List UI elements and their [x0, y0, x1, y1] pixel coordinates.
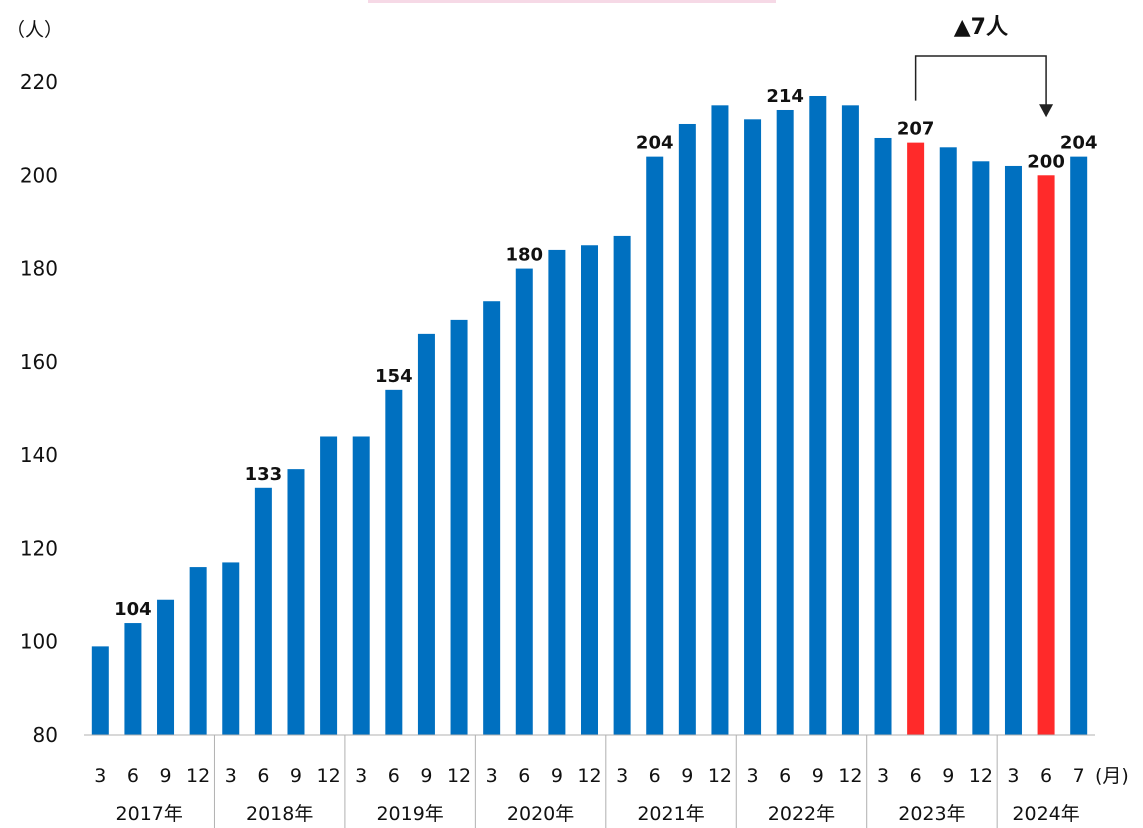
month-tick-label: 3: [1007, 765, 1019, 787]
bar-value-label: 104: [114, 599, 152, 620]
month-tick-label: 9: [420, 765, 432, 787]
month-tick-label: 12: [969, 765, 993, 787]
month-tick-label: 12: [317, 765, 341, 787]
bar: [809, 96, 826, 735]
month-tick-label: 12: [186, 765, 210, 787]
bar: [940, 147, 957, 735]
bar: [1070, 157, 1087, 735]
change-annotation-label: ▲7人: [954, 15, 1008, 40]
bar-value-label: 200: [1027, 151, 1065, 172]
y-tick-label: 100: [20, 630, 58, 654]
month-tick-label: 9: [551, 765, 563, 787]
bar: [516, 269, 533, 735]
bar: [646, 157, 663, 735]
bar: [287, 469, 304, 735]
month-tick-label: 3: [94, 765, 106, 787]
bar: [157, 600, 174, 735]
y-axis-ticks: 80 100 120 140 160 180 200 220: [20, 70, 58, 747]
bar: [255, 488, 272, 735]
bar: [418, 334, 435, 735]
bar: [451, 320, 468, 735]
bar-highlighted: [1038, 175, 1055, 735]
bar-value-label: 204: [1060, 133, 1098, 154]
year-label: 2017年: [116, 803, 183, 825]
bar-value-label: 180: [505, 245, 543, 266]
bar: [875, 138, 892, 735]
bar: [777, 110, 794, 735]
bar: [222, 562, 239, 735]
month-tick-label: 9: [681, 765, 693, 787]
bar: [483, 301, 500, 735]
month-tick-label: 6: [127, 765, 139, 787]
month-tick-label: 3: [616, 765, 628, 787]
month-tick-label: 6: [910, 765, 922, 787]
bar: [124, 623, 141, 735]
bar: [972, 161, 989, 735]
month-tick-label: 9: [812, 765, 824, 787]
y-tick-label: 220: [20, 70, 58, 94]
month-tick-label: 9: [290, 765, 302, 787]
month-tick-label: 12: [447, 765, 471, 787]
month-tick-label: 9: [942, 765, 954, 787]
bar: [744, 119, 761, 735]
bar-value-label: 214: [766, 86, 804, 107]
bar: [548, 250, 565, 735]
bar: [679, 124, 696, 735]
bar-highlighted: [907, 143, 924, 735]
year-label: 2019年: [376, 803, 443, 825]
year-label: 2021年: [637, 803, 704, 825]
y-tick-label: 160: [20, 350, 58, 374]
bar: [581, 245, 598, 735]
bracket-connector: [916, 56, 1046, 105]
y-tick-label: 140: [20, 443, 58, 467]
month-tick-label: 6: [388, 765, 400, 787]
y-tick-label: 120: [20, 536, 58, 560]
month-tick-label: 12: [838, 765, 862, 787]
year-label: 2022年: [768, 803, 835, 825]
year-label: 2024年: [1012, 803, 1079, 825]
y-tick-label: 80: [33, 723, 58, 747]
month-tick-label: 7: [1073, 765, 1085, 787]
bars-group: [92, 96, 1087, 735]
month-tick-label: 12: [577, 765, 601, 787]
arrow-head-icon: [1039, 104, 1053, 117]
bar: [614, 236, 631, 735]
month-tick-label: 6: [779, 765, 791, 787]
y-tick-label: 180: [20, 257, 58, 281]
month-tick-label: 3: [225, 765, 237, 787]
bar: [353, 436, 370, 735]
bar: [842, 105, 859, 735]
month-tick-label: 6: [1040, 765, 1052, 787]
month-tick-label: 6: [518, 765, 530, 787]
month-tick-label: 12: [708, 765, 732, 787]
bar-value-label: 204: [636, 133, 674, 154]
bar: [190, 567, 207, 735]
month-tick-label: 6: [649, 765, 661, 787]
month-labels-group: 3 6 9 12 3 6 9 12 3 6 9 12 3 6 9 12 3 6 9 12 3 6 9 12 3 6 9 12 3 6 7: [94, 765, 1084, 787]
month-tick-label: 9: [159, 765, 171, 787]
year-label: 2018年: [246, 803, 313, 825]
month-tick-label: 3: [355, 765, 367, 787]
bar: [1005, 166, 1022, 735]
bar-value-label: 154: [375, 366, 413, 387]
year-label: 2020年: [507, 803, 574, 825]
year-label: 2023年: [898, 803, 965, 825]
bar-value-label: 207: [897, 119, 935, 140]
y-axis-unit-label: （人）: [6, 19, 63, 41]
month-tick-label: 3: [877, 765, 889, 787]
bar: [320, 436, 337, 735]
y-tick-label: 200: [20, 163, 58, 187]
bar-value-label: 133: [245, 464, 283, 485]
bar: [385, 390, 402, 735]
change-annotation: ▲7人: [916, 15, 1053, 117]
month-tick-label: 3: [747, 765, 759, 787]
bar: [711, 105, 728, 735]
month-tick-label: 6: [257, 765, 269, 787]
x-axis-unit-label: (月): [1095, 765, 1129, 787]
month-tick-label: 3: [486, 765, 498, 787]
bar: [92, 646, 109, 735]
